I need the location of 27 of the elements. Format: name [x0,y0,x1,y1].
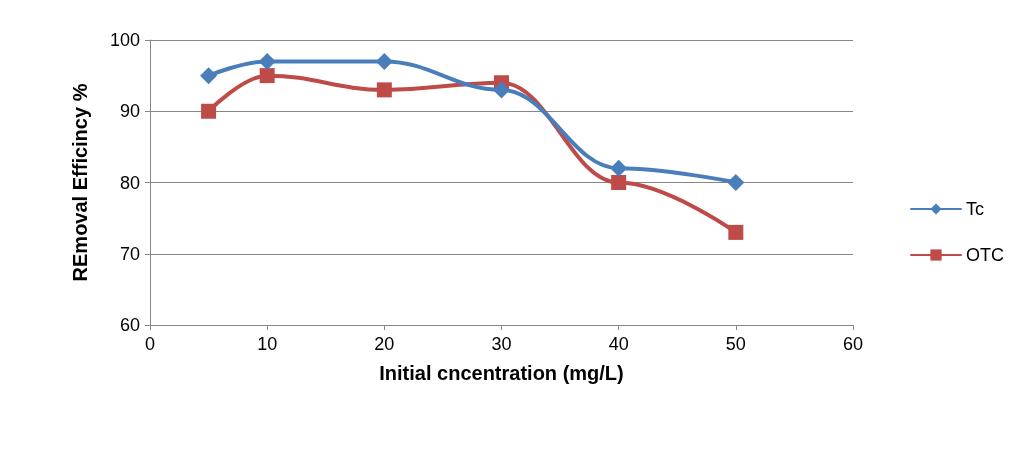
point [611,175,627,190]
x-axis-title: Initial cncentration (mg/L) [379,362,624,384]
y-tick-label: 90 [119,101,140,122]
point [376,82,392,98]
legend-label: Tc [966,199,984,219]
x-tick-label: 10 [257,334,278,354]
point [258,52,276,70]
point [201,103,217,119]
y-tick-label: 70 [119,243,140,264]
point [728,224,744,240]
x-tick-label: 20 [374,334,395,354]
y-tick-label: 100 [109,30,140,50]
x-tick-label: 60 [842,334,864,354]
x-tick-label: 0 [144,334,156,354]
point [375,52,393,70]
point [727,174,745,191]
y-axis-title: REmoval Efficincy % [69,83,91,282]
y-tick-label: 60 [119,315,140,335]
point [493,81,510,99]
point [259,68,275,84]
y-tick-label: 80 [119,172,140,193]
x-tick-label: 30 [491,334,512,354]
point [200,67,218,85]
x-tick-label: 40 [608,334,629,354]
x-tick-label: 50 [725,334,746,354]
point [610,159,628,177]
legend-label: OTC [966,245,1004,265]
